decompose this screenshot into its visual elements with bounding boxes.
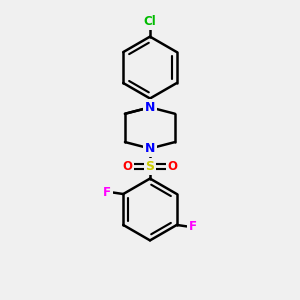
Text: Cl: Cl [144,15,156,28]
Text: N: N [145,101,155,114]
Text: O: O [168,160,178,173]
Text: N: N [145,142,155,155]
Text: F: F [103,186,111,199]
Text: O: O [122,160,132,173]
Text: S: S [146,160,154,173]
Text: F: F [189,220,197,233]
